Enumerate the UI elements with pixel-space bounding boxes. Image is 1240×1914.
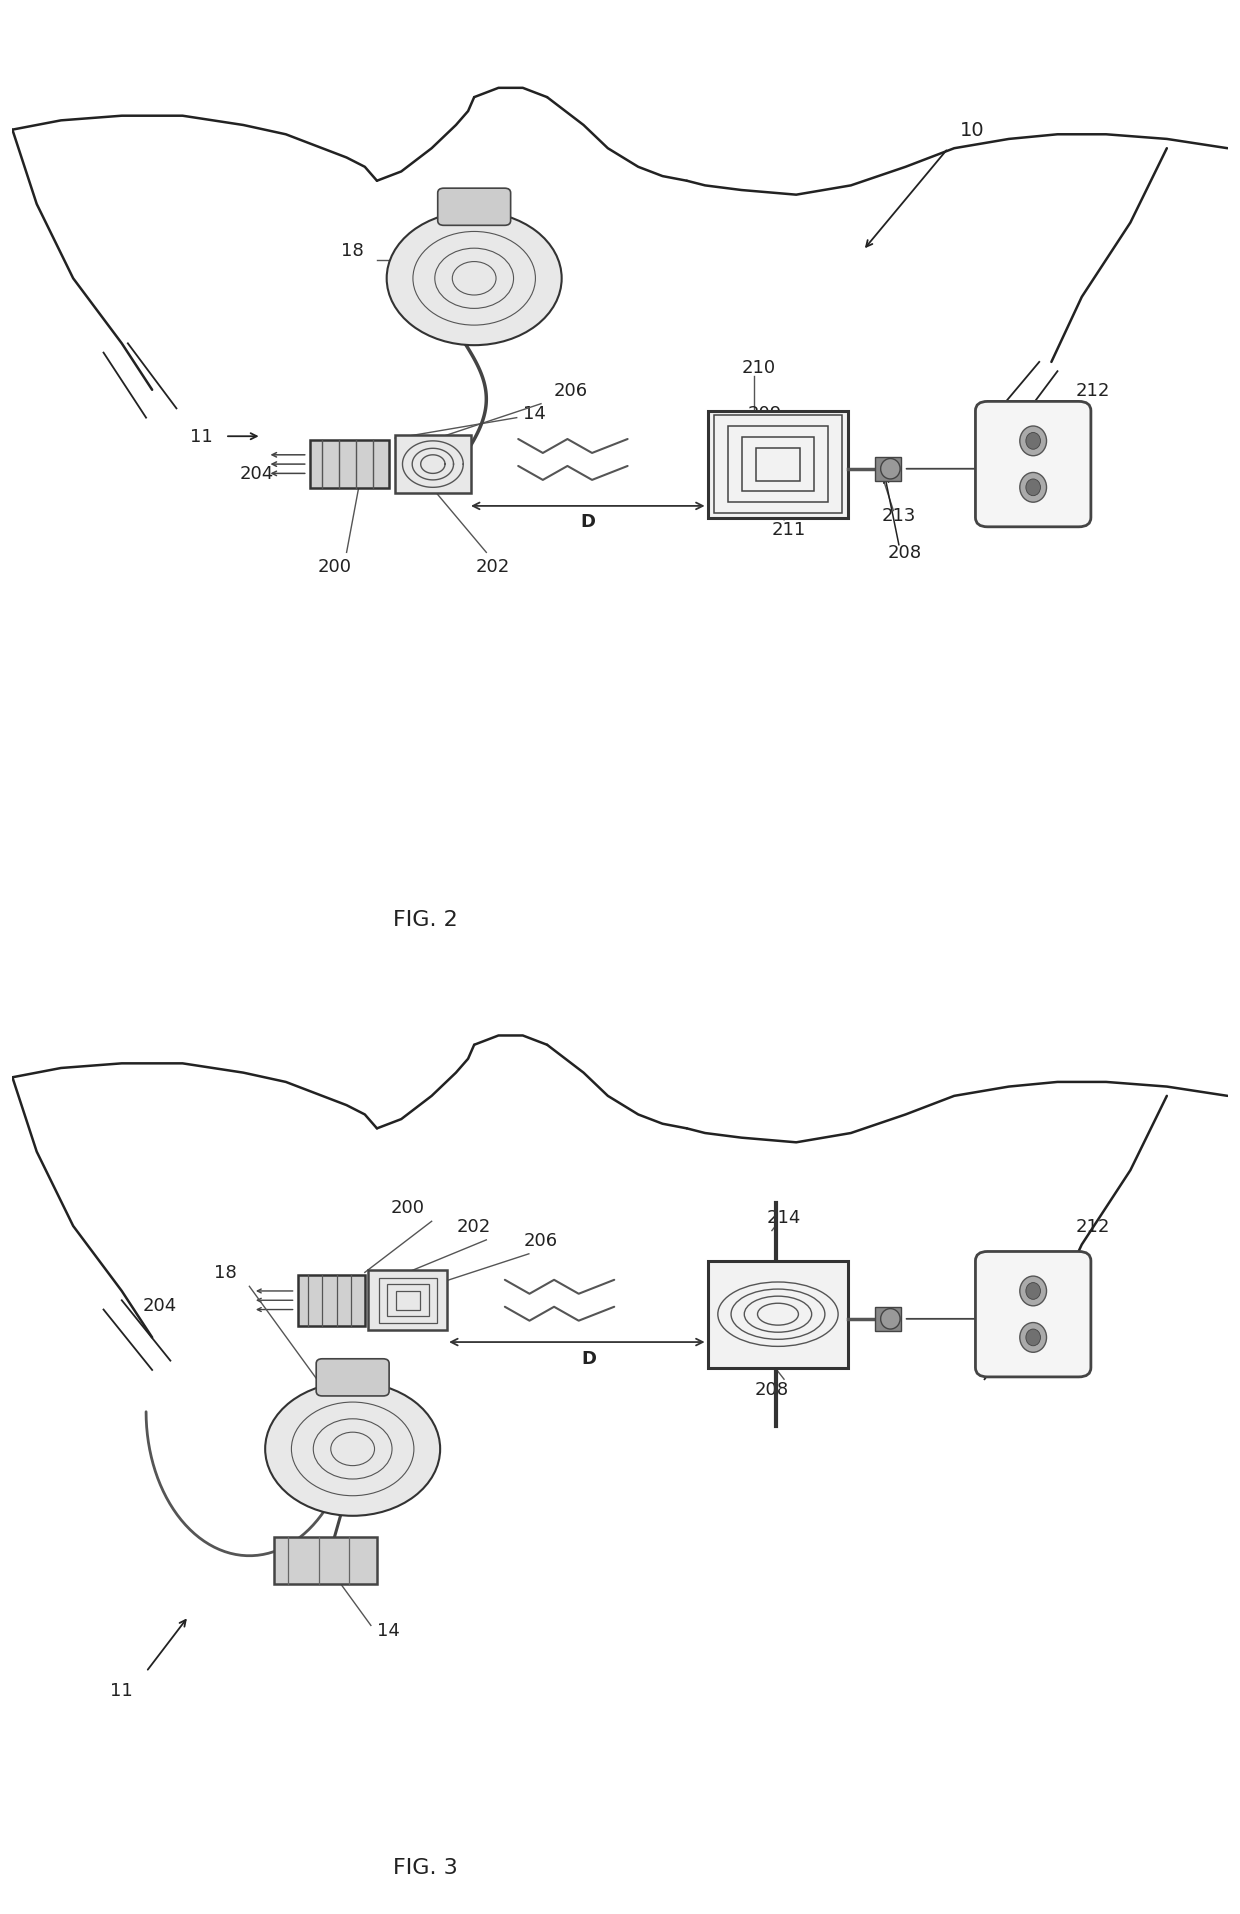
Text: 204: 204 — [143, 1296, 176, 1315]
Bar — [708, 412, 848, 519]
Bar — [274, 1537, 377, 1583]
Bar — [378, 1279, 438, 1323]
Text: 208: 208 — [755, 1380, 789, 1397]
Text: 211: 211 — [771, 521, 806, 540]
Ellipse shape — [880, 1309, 900, 1330]
Circle shape — [387, 212, 562, 346]
Text: 14: 14 — [377, 1621, 399, 1638]
Ellipse shape — [1019, 427, 1047, 457]
Text: 208: 208 — [888, 544, 921, 563]
Text: 202: 202 — [475, 557, 510, 576]
Ellipse shape — [1019, 473, 1047, 503]
Ellipse shape — [1019, 1277, 1047, 1305]
Text: 204: 204 — [239, 465, 274, 482]
Ellipse shape — [1025, 480, 1040, 496]
Bar — [387, 1284, 429, 1317]
Text: 200: 200 — [391, 1198, 424, 1217]
Text: 206: 206 — [553, 381, 588, 400]
Ellipse shape — [880, 459, 900, 480]
Text: 209: 209 — [748, 404, 782, 423]
Text: 10: 10 — [960, 121, 985, 140]
Text: FIG. 2: FIG. 2 — [393, 909, 458, 930]
FancyBboxPatch shape — [438, 189, 511, 226]
Bar — [396, 436, 470, 494]
Text: 213: 213 — [882, 507, 915, 524]
Text: 202: 202 — [458, 1217, 491, 1235]
Bar — [874, 457, 901, 482]
FancyBboxPatch shape — [316, 1359, 389, 1395]
Text: 206: 206 — [525, 1231, 558, 1250]
Bar — [743, 438, 813, 492]
Ellipse shape — [1019, 1323, 1047, 1353]
FancyBboxPatch shape — [976, 402, 1091, 528]
Text: 18: 18 — [341, 243, 365, 260]
Bar — [298, 1275, 365, 1326]
Ellipse shape — [1025, 1282, 1040, 1300]
FancyBboxPatch shape — [976, 1252, 1091, 1378]
Bar — [396, 1292, 420, 1309]
Bar — [310, 440, 389, 488]
Text: 14: 14 — [523, 404, 546, 423]
Bar — [368, 1271, 448, 1330]
Text: 212: 212 — [1075, 381, 1110, 400]
Ellipse shape — [1025, 433, 1040, 450]
Text: D: D — [580, 513, 595, 530]
Bar — [874, 1307, 901, 1332]
Circle shape — [265, 1382, 440, 1516]
Text: FIG. 3: FIG. 3 — [393, 1857, 458, 1878]
Text: D: D — [582, 1349, 596, 1367]
Text: 210: 210 — [742, 358, 776, 377]
Bar — [756, 448, 800, 482]
Ellipse shape — [1025, 1330, 1040, 1346]
Text: 18: 18 — [213, 1263, 237, 1282]
Text: 11: 11 — [190, 429, 213, 446]
Text: 214: 214 — [766, 1208, 801, 1227]
Bar — [728, 427, 828, 503]
Bar — [708, 1261, 848, 1369]
Text: 11: 11 — [110, 1682, 133, 1700]
Text: 212: 212 — [1075, 1217, 1110, 1235]
Bar — [714, 415, 842, 513]
Text: 200: 200 — [317, 557, 351, 576]
